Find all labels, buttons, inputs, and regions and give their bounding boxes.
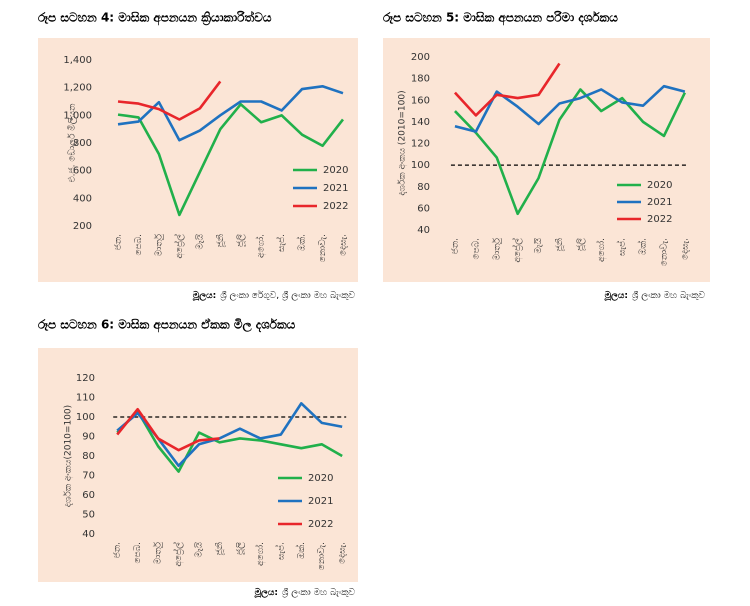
legend-label: 2022 xyxy=(308,519,333,530)
x-tick-label: අප්‍රේල් xyxy=(512,238,523,263)
x-tick-label: සැප්. xyxy=(275,542,286,560)
x-tick-label: දෙසැ. xyxy=(338,234,348,256)
x-tick-label: ජූනි xyxy=(214,542,225,555)
legend-label: 2021 xyxy=(308,496,333,507)
legend-label: 2022 xyxy=(647,214,672,225)
x-tick-label: නොවැ. xyxy=(659,238,669,266)
y-tick-label: 1,400 xyxy=(63,55,92,66)
chart-title: රූප සටහන 4: මාසික අපනයන ක්‍රියාකාරිත්වය xyxy=(38,10,272,26)
legend-label: 2021 xyxy=(647,197,672,208)
y-tick-label: 800 xyxy=(73,138,92,149)
source: මූලය: ශ්‍රී ලංකා මහ බැංකුව xyxy=(604,290,705,302)
y-tick-label: 400 xyxy=(73,193,92,204)
y-tick-label: 1,200 xyxy=(63,83,92,94)
x-tick-label: පෙබ. xyxy=(134,234,144,256)
x-tick-label: ජූලි xyxy=(576,238,586,251)
x-tick-label: මැයි xyxy=(533,237,544,253)
y-tick-label: 70 xyxy=(82,471,95,482)
y-tick-label: 600 xyxy=(73,166,92,177)
x-tick-label: ජූනි xyxy=(215,234,226,247)
y-tick-label: 160 xyxy=(411,95,430,106)
x-tick-label: ජන. xyxy=(114,234,124,250)
x-tick-label: අගෝ. xyxy=(596,238,607,262)
x-tick-label: දෙසැ. xyxy=(338,542,348,564)
plot-background xyxy=(383,38,710,282)
x-tick-label: දෙසැ. xyxy=(680,238,690,260)
x-tick-label: පෙබ. xyxy=(471,238,481,260)
series-line xyxy=(454,88,687,216)
series-line xyxy=(453,62,561,117)
source-text: ශ්‍රී ලංකා මහ බැංකුව xyxy=(631,290,705,301)
x-tick-label: සැප්. xyxy=(617,238,628,256)
source-label: මූලය: xyxy=(254,587,278,599)
chart-title: රූප සටහන 5: මාසික අපනයන පරිමා දර්ශකය xyxy=(383,10,618,26)
x-tick-label: අප්‍රේල් xyxy=(174,234,185,259)
y-tick-label: 60 xyxy=(417,203,430,214)
legend-label: 2022 xyxy=(323,201,348,212)
y-tick-label: 180 xyxy=(411,74,430,85)
series-line xyxy=(116,409,343,473)
x-tick-label: අගෝ. xyxy=(256,234,267,258)
x-tick-label: අප්‍රේල් xyxy=(173,542,184,567)
y-axis-label: දර්ශක අංකය (2010=100) xyxy=(397,90,408,195)
x-tick-label: මැයි xyxy=(193,541,204,557)
x-tick-label: අගෝ. xyxy=(255,542,266,566)
y-tick-label: 200 xyxy=(73,221,92,232)
y-tick-label: 80 xyxy=(417,182,430,193)
legend-label: 2020 xyxy=(323,165,348,176)
x-tick-label: සැප්. xyxy=(276,234,287,252)
y-tick-label: 110 xyxy=(76,393,95,404)
series-line xyxy=(117,102,345,217)
source-text: ශ්‍රී ලංකා රේගුව, ශ්‍රී ලංකා මහ බැංකුව xyxy=(220,289,356,300)
x-tick-label: ජූලි xyxy=(235,542,245,555)
series-line xyxy=(116,407,220,452)
y-axis-label: දර්ශක අංකය(2010=100) xyxy=(63,405,74,507)
plot-background xyxy=(38,38,358,282)
x-tick-label: මාර්තු xyxy=(153,541,164,564)
y-tick-label: 60 xyxy=(82,490,95,501)
y-tick-label: 50 xyxy=(82,510,95,521)
source: මූලය: ශ්‍රී ලංකා රේගුව, ශ්‍රී ලංකා මහ බැං… xyxy=(192,289,355,301)
source: මූලය: ශ්‍රී ලංකා මහ බැංකුව xyxy=(254,587,355,599)
x-tick-label: ඔක්. xyxy=(296,234,307,251)
y-tick-label: 100 xyxy=(411,160,430,171)
series-line xyxy=(117,84,344,142)
y-tick-label: 120 xyxy=(411,139,430,150)
x-tick-label: නොවැ. xyxy=(317,542,327,570)
y-axis-label: එ.ජ. ඩොලර් මිලියන xyxy=(67,104,78,183)
y-tick-label: 140 xyxy=(411,117,430,128)
x-tick-label: ජන. xyxy=(450,238,460,254)
x-tick-label: ජූනි xyxy=(554,238,565,251)
y-tick-label: 200 xyxy=(411,52,430,63)
x-tick-label: මාර්තු xyxy=(153,233,164,256)
legend-label: 2020 xyxy=(647,180,672,191)
y-tick-label: 40 xyxy=(417,225,430,236)
legend-label: 2020 xyxy=(308,473,333,484)
x-tick-label: ඔක්. xyxy=(637,238,648,255)
y-tick-label: 40 xyxy=(82,529,95,540)
y-tick-label: 120 xyxy=(76,373,95,384)
source-label: මූලය: xyxy=(604,290,628,302)
y-tick-label: 1,000 xyxy=(63,110,92,121)
source-label: මූලය: xyxy=(192,290,216,302)
x-tick-label: මැයි xyxy=(194,233,205,249)
x-tick-label: පෙබ. xyxy=(133,542,143,564)
x-tick-label: ජන. xyxy=(113,542,123,558)
x-tick-label: ජූලි xyxy=(236,234,246,247)
legend-label: 2021 xyxy=(323,183,348,194)
x-tick-label: ඔක්. xyxy=(296,542,307,559)
x-tick-label: නොවැ. xyxy=(318,234,328,262)
plot-background xyxy=(38,348,358,582)
chart-title: රූප සටහන 6: මාසික අපනයන ඒකක මිල දර්ශකය xyxy=(38,318,296,334)
x-tick-label: මාර්තු xyxy=(491,237,502,260)
y-tick-label: 100 xyxy=(76,412,95,423)
source-text: ශ්‍රී ලංකා මහ බැංකුව xyxy=(281,587,355,598)
y-tick-label: 90 xyxy=(82,432,95,443)
series-line xyxy=(117,80,222,121)
y-tick-label: 80 xyxy=(82,451,95,462)
